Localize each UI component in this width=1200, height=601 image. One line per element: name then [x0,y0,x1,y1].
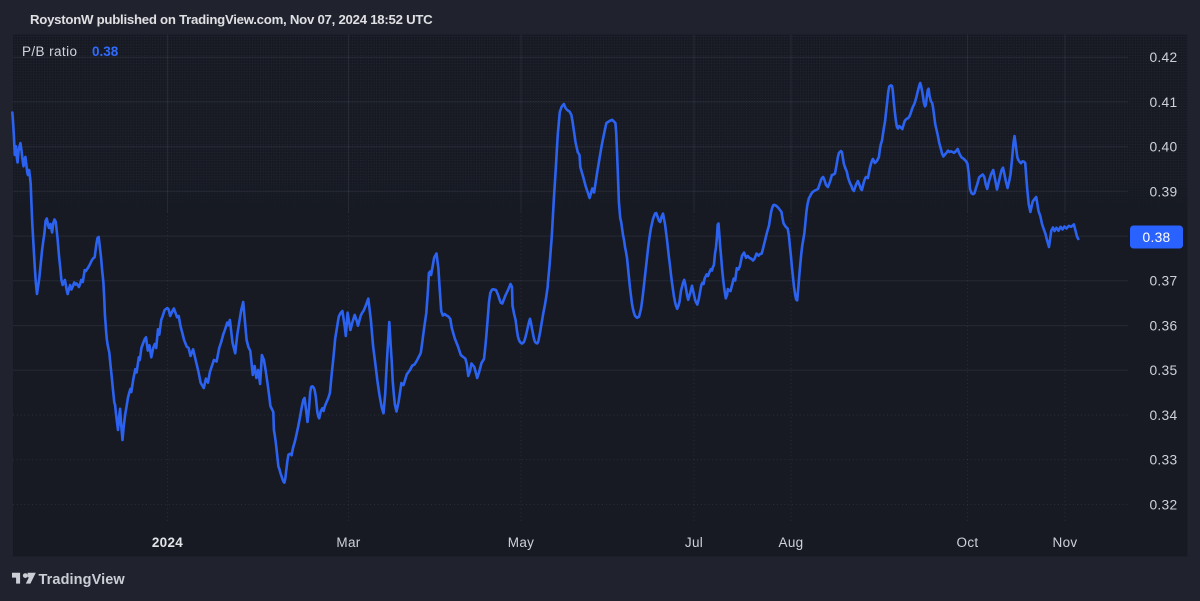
svg-text:0.40: 0.40 [1149,140,1177,155]
svg-text:Nov: Nov [1053,535,1078,550]
svg-text:0.38: 0.38 [1142,230,1170,245]
svg-text:0.35: 0.35 [1149,363,1177,378]
svg-text:Oct: Oct [957,535,979,550]
svg-text:Aug: Aug [779,535,804,550]
svg-text:0.41: 0.41 [1149,95,1177,110]
svg-text:0.39: 0.39 [1149,184,1177,199]
svg-text:0.32: 0.32 [1149,497,1177,512]
svg-text:P/B ratio: P/B ratio [22,44,77,59]
svg-text:0.36: 0.36 [1149,319,1177,334]
svg-text:Jul: Jul [685,535,703,550]
svg-text:RoystonW published on TradingV: RoystonW published on TradingView.com, N… [30,12,433,27]
svg-text:Mar: Mar [336,535,360,550]
svg-text:0.38: 0.38 [92,44,119,59]
svg-text:2024: 2024 [152,535,183,550]
svg-text:0.34: 0.34 [1149,408,1177,423]
svg-text:0.42: 0.42 [1149,50,1177,65]
svg-text:TradingView: TradingView [39,572,126,588]
svg-text:0.33: 0.33 [1149,453,1177,468]
svg-text:0.37: 0.37 [1149,274,1177,289]
svg-text:May: May [508,535,534,550]
